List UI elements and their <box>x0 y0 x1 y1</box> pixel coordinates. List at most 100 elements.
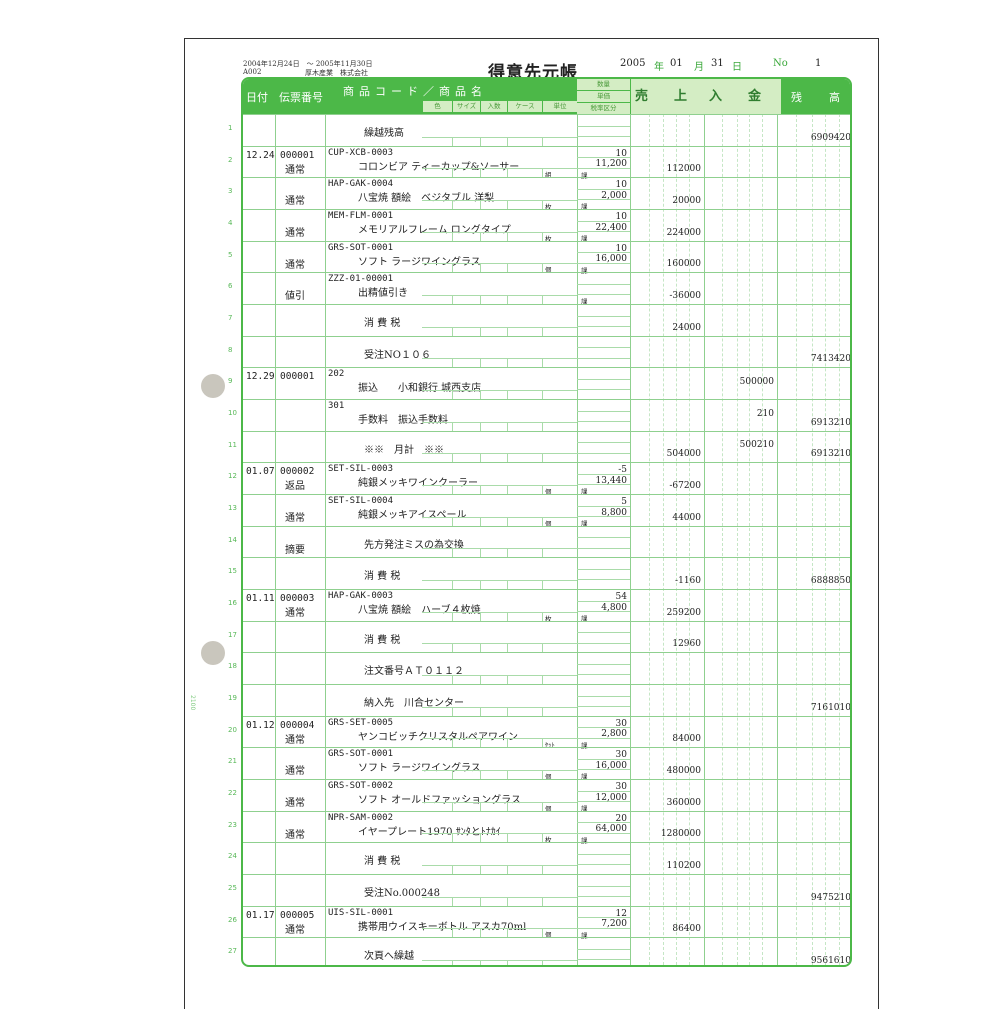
col-voucher: 伝票番号 <box>279 91 323 104</box>
table-row: 301 手数料 振込手数料 210 6913210 <box>243 399 850 432</box>
row-tax-class: 課 <box>581 805 588 814</box>
row-unit: 個 <box>545 804 552 813</box>
row-code: GRS-SOT-0002 <box>328 781 394 791</box>
qty-divider <box>577 917 630 919</box>
product-sub-cells <box>422 548 577 559</box>
product-sub-cells <box>422 928 577 939</box>
row-tax-class: 課 <box>581 741 588 750</box>
row-price: 4,800 <box>601 602 627 613</box>
qty-divider <box>577 801 630 803</box>
line-number: 6 <box>228 282 233 291</box>
row-sales: 86400 <box>672 924 701 935</box>
row-name: ※※ 月計 ※※ <box>364 444 444 456</box>
row-quantity: 12 <box>615 908 627 919</box>
row-type: 通常 <box>285 608 305 619</box>
line-number: 21 <box>228 757 237 766</box>
row-name: 受注NO１０６ <box>364 349 431 361</box>
row-tax-class: 課 <box>581 773 588 782</box>
row-date: 01.17 <box>246 909 275 921</box>
qty-divider <box>577 442 630 444</box>
row-sales: 44000 <box>672 512 701 523</box>
qty-divider <box>577 484 630 486</box>
punch-hole <box>201 374 225 398</box>
digit-guide <box>811 114 813 965</box>
product-sub-cells <box>422 643 577 654</box>
row-type: 通常 <box>285 164 305 176</box>
row-name: 次頁へ繰越 <box>364 951 414 963</box>
line-number: 26 <box>228 915 237 924</box>
row-price: 11,200 <box>595 159 628 170</box>
line-number: 19 <box>228 693 237 702</box>
row-unit: 枚 <box>545 836 552 845</box>
table-row: 12.29 000001 202 振込 小和銀行 城西支店 500000 <box>243 367 850 400</box>
qty-divider <box>577 167 630 169</box>
qty-divider <box>577 674 630 676</box>
qty-divider <box>577 927 630 929</box>
qty-divider <box>577 642 630 644</box>
row-name: 出精値引き <box>358 288 408 300</box>
row-code: HAP-GAK-0004 <box>328 179 394 190</box>
row-balance: 6913210 <box>810 449 851 460</box>
row-type: 通常 <box>285 798 305 809</box>
row-balance: 9561610 <box>810 955 851 966</box>
table-row: 消 費 税 12960 <box>243 620 850 654</box>
line-number: 18 <box>228 662 237 671</box>
qty-divider <box>577 600 630 602</box>
row-voucher: 000004 <box>280 719 315 731</box>
row-name: 携帯用ウイスキーボトル アスカ70ml <box>358 921 527 933</box>
line-number: 17 <box>228 630 237 639</box>
row-tax-class: 課 <box>581 931 588 940</box>
qty-divider <box>577 832 630 834</box>
product-sub-cells <box>422 769 577 780</box>
line-number: 15 <box>228 567 237 576</box>
table-row: 摘要 先方発注ミスの為交換 <box>243 525 850 559</box>
row-type: 通常 <box>285 734 305 746</box>
qty-divider <box>577 737 630 739</box>
table-row: 通常 MEM-FLM-0001 メモリアルフレーム ロングタイプ枚 10 22,400 課… <box>243 209 850 243</box>
year: 2005 <box>620 58 646 69</box>
row-sales: 224000 <box>666 227 701 238</box>
table-row: 注文番号ＡＴ０１１２ <box>243 652 850 685</box>
row-sales: 112000 <box>666 164 701 175</box>
qty-divider <box>577 537 630 539</box>
period: 2004年12月24日 ～ 2005年11月30日 <box>243 60 373 68</box>
qty-divider <box>577 157 630 159</box>
side-print: 2100 <box>189 695 196 711</box>
qty-divider <box>577 410 630 412</box>
qty-divider <box>577 632 630 634</box>
line-number: 16 <box>228 598 237 607</box>
product-sub-cells <box>422 801 577 812</box>
row-quantity: 10 <box>615 212 627 222</box>
row-sales: 20000 <box>672 195 701 206</box>
qty-divider <box>577 136 630 138</box>
row-name: 純銀メッキアイスペール <box>358 510 467 521</box>
row-unit: 枚 <box>545 234 552 243</box>
row-name: メモリアルフレーム ロングタイプ <box>358 225 511 236</box>
row-payment: 500000 <box>739 376 774 387</box>
row-sales: 160000 <box>666 259 701 270</box>
row-sales: 504000 <box>666 449 701 460</box>
row-date: 12.29 <box>246 371 275 383</box>
row-name: 純銀メッキワインクーラー <box>358 478 478 490</box>
qty-divider <box>577 326 630 328</box>
row-name: 八宝焼 額絵 ハーブ４枚焼 <box>358 605 481 616</box>
product-sub-cells <box>422 579 577 590</box>
digit-guide <box>722 114 724 965</box>
row-unit: 枚 <box>545 202 552 211</box>
qty-divider <box>577 231 630 233</box>
product-sub-cells <box>422 231 577 242</box>
row-tax-class: 課 <box>581 266 588 275</box>
row-name: コロンビア ティーカップ&ソーサー <box>358 161 520 173</box>
digit-guide <box>689 114 691 965</box>
row-balance: 6888850 <box>810 575 851 586</box>
row-sales: 12960 <box>672 639 701 650</box>
product-sub-cells <box>422 896 577 907</box>
row-type: 通常 <box>285 829 305 841</box>
qty-divider <box>577 727 630 729</box>
col-per-case: 入数 <box>480 101 507 112</box>
line-number: 27 <box>228 947 237 956</box>
row-price: 64,000 <box>595 824 628 835</box>
table-row: 値引 ZZZ-01-00001 出精値引き課 -36000 <box>243 272 850 306</box>
line-number: 4 <box>228 218 233 227</box>
row-quantity: 20 <box>615 813 627 824</box>
